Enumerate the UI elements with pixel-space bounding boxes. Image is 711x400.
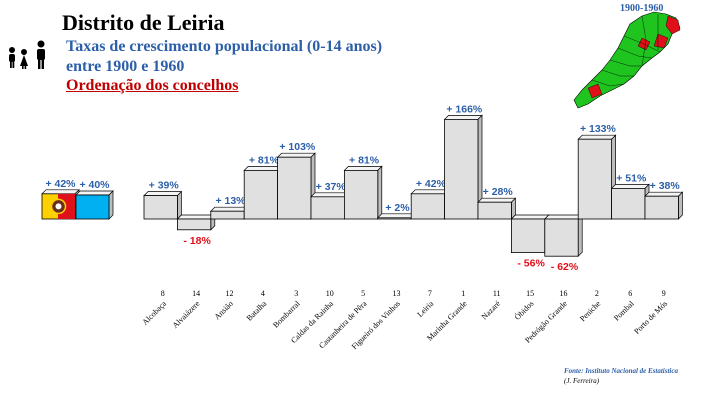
page-title: Distrito de Leiria	[62, 10, 225, 35]
district-flag-icon	[50, 193, 75, 219]
category-label-13: Peniche	[578, 299, 603, 324]
value-label-14: + 51%	[616, 172, 647, 184]
summary-bars: + 42% + 40%	[41, 178, 114, 220]
summary-bar-0	[41, 188, 80, 220]
bar-10	[477, 197, 517, 220]
value-label-5: + 37%	[316, 181, 347, 193]
rank-label-3: 4	[261, 289, 265, 298]
bar-5	[310, 191, 350, 220]
value-label-7: + 2%	[385, 202, 410, 214]
value-label-8: + 42%	[416, 178, 447, 190]
value-label-9: + 166%	[446, 103, 483, 115]
bar-14	[610, 183, 650, 220]
value-label-13: + 133%	[580, 123, 617, 135]
category-label-10: Nazaré	[480, 299, 503, 322]
rank-label-15: 9	[662, 289, 666, 298]
value-label-11: - 56%	[517, 258, 545, 270]
value-label-0: + 39%	[149, 180, 180, 192]
value-label-4: + 103%	[279, 141, 316, 153]
rank-label-1: 14	[192, 289, 200, 298]
category-label-14: Pombal	[612, 299, 636, 323]
value-label-2: + 13%	[215, 195, 246, 207]
bar-7	[376, 212, 417, 220]
rank-label-8: 7	[428, 289, 432, 298]
rank-label-0: 8	[161, 289, 165, 298]
rank-label-5: 10	[326, 289, 334, 298]
subtitle-line-3: Ordenação dos concelhos	[66, 77, 239, 94]
value-label-15: + 38%	[650, 180, 681, 192]
bar-1	[176, 214, 216, 231]
summary-label-0: + 42%	[45, 178, 76, 190]
subtitle-line-2: entre 1900 e 1960	[66, 58, 185, 75]
value-label-12: - 62%	[551, 261, 579, 273]
bar-8	[410, 188, 450, 220]
rank-label-6: 5	[361, 289, 365, 298]
map-period-label: 1900-1960	[620, 3, 664, 14]
category-label-8: Leiria	[415, 299, 435, 319]
county-bars: + 39%- 18%+ 13%+ 81%+ 103%+ 37%+ 81%+ 2%…	[143, 103, 684, 273]
category-label-15: Porto de Mós	[632, 299, 669, 336]
category-label-3: Batalha	[245, 299, 269, 323]
bar-9	[443, 114, 483, 220]
rank-label-13: 2	[595, 289, 599, 298]
bar-6	[343, 165, 383, 220]
source-note: Fonte: Instituto Nacional de Estatística	[564, 367, 678, 375]
author-note: (J. Ferreira)	[564, 377, 600, 385]
bar-0	[143, 190, 183, 220]
bar-4	[276, 152, 316, 220]
bar-3	[243, 165, 283, 220]
map-highlight-south	[587, 83, 603, 99]
summary-label-1: + 40%	[79, 179, 110, 191]
rank-label-9: 1	[461, 289, 465, 298]
rank-label-14: 6	[628, 289, 632, 298]
value-label-1: - 18%	[183, 235, 211, 247]
summary-bar-1	[75, 190, 114, 220]
map-highlight-north	[665, 15, 681, 35]
category-label-11: Óbidos	[512, 298, 535, 321]
value-label-6: + 81%	[349, 154, 380, 166]
category-label-4: Bombarral	[271, 299, 302, 330]
rank-label-7: 13	[393, 289, 401, 298]
category-label-2: Ansião	[213, 299, 235, 321]
subtitle-line-1: Taxas de crescimento populacional (0-14 …	[66, 38, 383, 55]
people-icon	[9, 40, 45, 69]
value-label-10: + 28%	[483, 186, 514, 198]
rank-label-10: 11	[493, 289, 501, 298]
bar-15	[644, 191, 684, 220]
category-labels: 8Alcobaça14Alvaiázere12Ansião4Batalha3Bo…	[140, 289, 669, 351]
category-label-1: Alvaiázere	[171, 299, 202, 330]
category-label-0: Alcobaça	[140, 299, 168, 327]
bar-13	[577, 134, 617, 220]
bar-12	[543, 214, 584, 258]
rank-label-4: 3	[294, 289, 298, 298]
bar-11	[510, 214, 550, 254]
bar-2	[209, 206, 250, 220]
rank-label-12: 16	[560, 289, 568, 298]
rank-label-11: 15	[526, 289, 534, 298]
value-label-3: + 81%	[249, 154, 280, 166]
rank-label-2: 12	[226, 289, 234, 298]
district-map-icon	[573, 11, 681, 109]
map-highlight-east	[653, 33, 669, 49]
